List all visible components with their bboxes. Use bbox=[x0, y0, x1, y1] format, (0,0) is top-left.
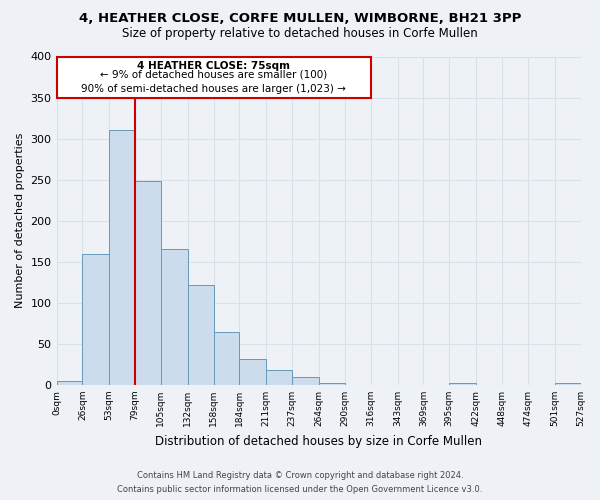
Bar bbox=[449, 384, 476, 385]
Bar bbox=[239, 358, 266, 385]
Bar bbox=[161, 250, 188, 385]
Bar bbox=[188, 285, 214, 385]
Text: 4, HEATHER CLOSE, CORFE MULLEN, WIMBORNE, BH21 3PP: 4, HEATHER CLOSE, CORFE MULLEN, WIMBORNE… bbox=[79, 12, 521, 26]
Bar bbox=[109, 130, 135, 385]
Bar bbox=[292, 376, 319, 385]
Bar bbox=[266, 370, 292, 385]
Bar bbox=[135, 182, 161, 385]
Text: ← 9% of detached houses are smaller (100): ← 9% of detached houses are smaller (100… bbox=[100, 70, 327, 80]
Y-axis label: Number of detached properties: Number of detached properties bbox=[15, 133, 25, 308]
Text: 90% of semi-detached houses are larger (1,023) →: 90% of semi-detached houses are larger (… bbox=[81, 84, 346, 94]
Bar bbox=[554, 384, 581, 385]
Bar bbox=[56, 381, 82, 385]
Text: 4 HEATHER CLOSE: 75sqm: 4 HEATHER CLOSE: 75sqm bbox=[137, 60, 290, 70]
Bar bbox=[319, 384, 345, 385]
Bar bbox=[214, 332, 239, 385]
FancyBboxPatch shape bbox=[56, 56, 371, 98]
Text: Contains HM Land Registry data © Crown copyright and database right 2024.
Contai: Contains HM Land Registry data © Crown c… bbox=[118, 472, 482, 494]
Bar bbox=[82, 254, 109, 385]
X-axis label: Distribution of detached houses by size in Corfe Mullen: Distribution of detached houses by size … bbox=[155, 434, 482, 448]
Text: Size of property relative to detached houses in Corfe Mullen: Size of property relative to detached ho… bbox=[122, 28, 478, 40]
